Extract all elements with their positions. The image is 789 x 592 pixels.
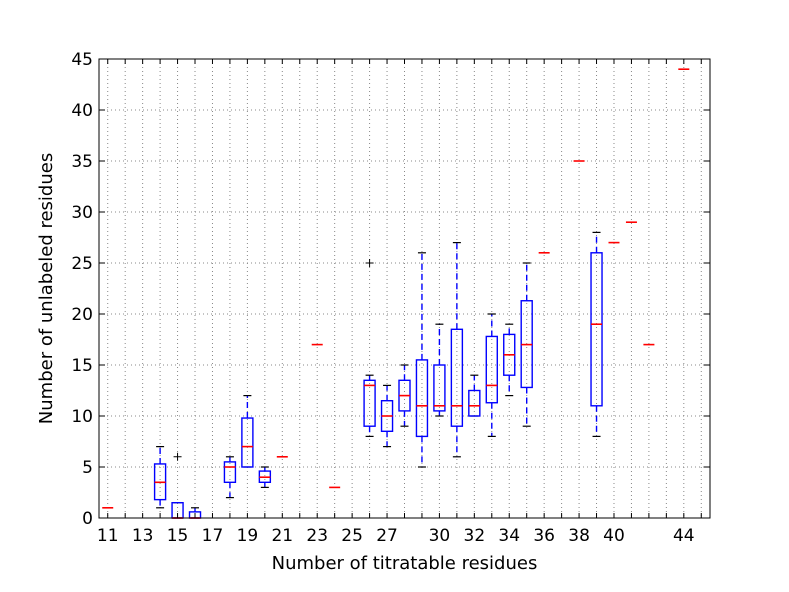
y-axis-label: Number of unlabeled residues (36, 153, 57, 424)
x-tick-label: 32 (464, 526, 486, 546)
y-tick-label: 0 (82, 509, 93, 529)
x-tick-label: 17 (202, 526, 224, 546)
x-tick-label: 13 (132, 526, 154, 546)
box (485, 335, 498, 404)
y-tick-label: 15 (71, 356, 93, 376)
y-tick-label: 35 (71, 152, 93, 172)
y-tick-label: 30 (71, 203, 93, 223)
y-tick-label: 10 (71, 407, 93, 427)
y-tick-label: 20 (71, 305, 93, 325)
box (450, 328, 464, 427)
x-tick-label: 44 (673, 526, 695, 546)
box (433, 364, 446, 412)
boxes (102, 68, 690, 519)
x-tick-label: 38 (568, 526, 590, 546)
box (223, 461, 237, 483)
x-axis-label: Number of titratable residues (272, 553, 538, 574)
box (468, 389, 481, 417)
ticks: 0 5 10 15 20 25 30 35 40 45 11 13 15 17 19 21 23 25 27 30 32… (71, 50, 710, 546)
x-tick-label: 15 (167, 526, 189, 546)
x-tick-label: 11 (97, 526, 119, 546)
x-tick-label: 27 (376, 526, 398, 546)
flier (173, 452, 182, 461)
x-tick-label: 34 (498, 526, 520, 546)
y-tick-label: 45 (71, 50, 93, 70)
box (415, 359, 429, 438)
x-tick-label: 19 (237, 526, 259, 546)
box (363, 379, 376, 427)
y-tick-label: 25 (71, 254, 93, 274)
x-tick-label: 36 (533, 526, 555, 546)
y-tick-label: 5 (82, 458, 93, 478)
x-tick-label: 21 (271, 526, 293, 546)
box (590, 252, 603, 407)
box (241, 417, 254, 468)
x-tick-label: 40 (603, 526, 625, 546)
x-tick-label: 25 (341, 526, 363, 546)
x-tick-label: 23 (306, 526, 328, 546)
x-tick-label: 30 (429, 526, 451, 546)
y-tick-label: 40 (71, 101, 93, 121)
grid (99, 58, 710, 519)
flier (365, 259, 374, 267)
